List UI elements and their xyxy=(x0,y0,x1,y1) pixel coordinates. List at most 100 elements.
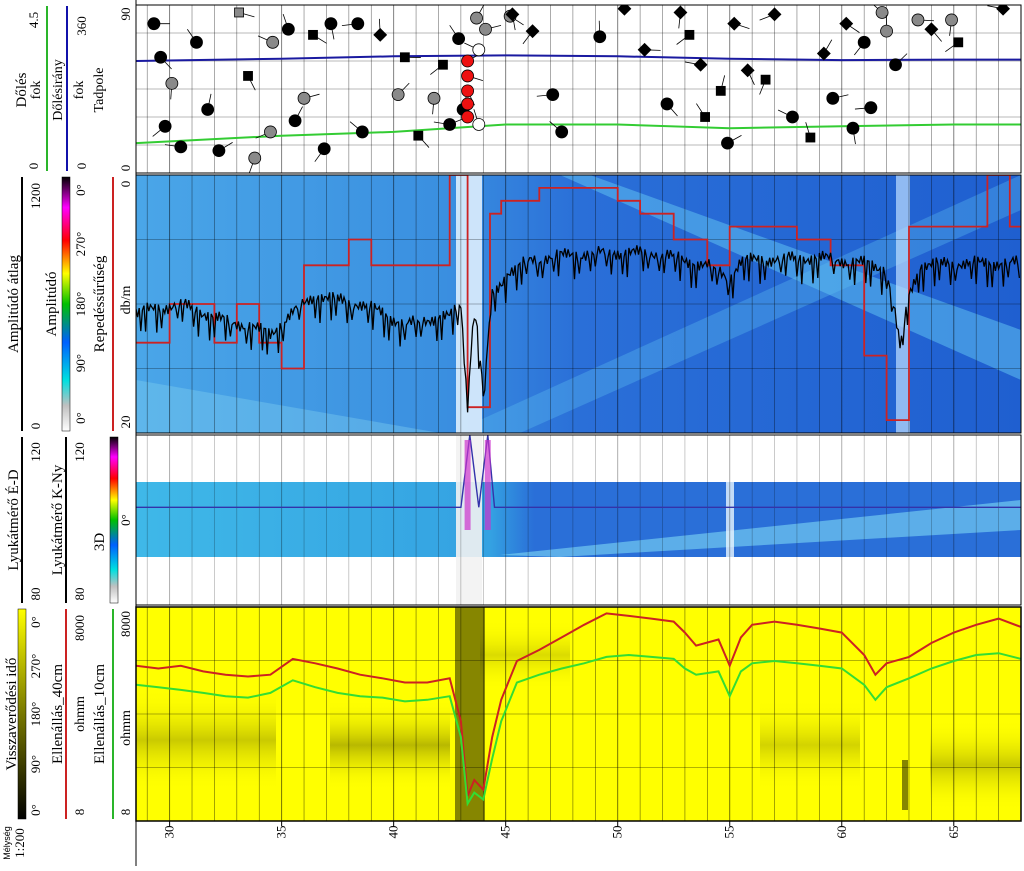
tadpole-marker xyxy=(309,30,318,39)
depth-tick-label: 40 xyxy=(386,826,401,839)
tadpole-marker xyxy=(480,23,492,35)
tadpole-marker xyxy=(298,92,310,104)
depth-tick-label: 65 xyxy=(946,826,961,839)
tadpole-marker xyxy=(716,86,725,95)
reflection-label: Visszaverődési idő xyxy=(4,658,20,771)
resistivity-header: Visszaverődési idő 0° 90° 180° 270° 0° E… xyxy=(4,609,134,819)
depth-tick-label: 30 xyxy=(162,826,177,839)
depth-tick-label: 60 xyxy=(834,826,849,839)
tadpole-marker xyxy=(235,8,244,17)
reflection-colorbar-label-90: 90° xyxy=(28,755,43,773)
tadpole-marker xyxy=(428,92,440,104)
tadpole-marker xyxy=(444,118,456,130)
reflection-colorbar-label-0: 0° xyxy=(28,804,43,816)
tadpole-marker xyxy=(356,126,368,138)
caliper-ew-label: Lyukátmérő K-Ny xyxy=(50,464,66,575)
tadpole-marker xyxy=(954,38,963,47)
tadpole-marker xyxy=(414,131,423,140)
tadpole-marker xyxy=(858,36,870,48)
fracture-density-max-tick: 0 xyxy=(118,181,133,188)
tadpole-marker xyxy=(547,89,559,101)
tadpole-marker xyxy=(282,23,294,35)
depth-tick-label: 55 xyxy=(722,826,737,839)
caliper-3d-colorbar xyxy=(110,437,118,603)
tadpole-header: Dőlés 4.5 0 fok fok Dőlésirány 360 0 Tad… xyxy=(14,6,107,171)
tadpole-label: Tadpole xyxy=(92,68,107,113)
caliper-header: Lyukátmérő É-D 120 80 Lyukátmérő K-Ny 12… xyxy=(5,437,133,603)
caliper-3d-label: 3D xyxy=(92,533,108,552)
dip-min: 0 xyxy=(26,163,41,170)
tadpole-marker xyxy=(155,51,167,63)
res40-label: Ellenállás_40cm xyxy=(50,664,66,764)
tadpole-marker xyxy=(661,98,673,110)
tadpole-marker xyxy=(462,111,474,123)
reflection-colorbar-label-270: 270° xyxy=(28,654,43,679)
caliper-ns-min: 80 xyxy=(28,588,43,601)
tadpole-marker xyxy=(318,143,330,155)
amplitude-colorbar-label-180: 180° xyxy=(73,292,88,317)
tadpole-marker xyxy=(890,59,902,71)
depth-tick-label: 45 xyxy=(498,826,513,839)
tadpole-marker xyxy=(392,89,404,101)
tadpole-marker xyxy=(594,31,606,43)
tadpole-marker xyxy=(786,111,798,123)
tadpole-marker xyxy=(912,14,924,26)
tadpole-marker xyxy=(249,152,261,164)
tadpole-marker xyxy=(946,14,958,26)
tadpole-marker xyxy=(213,145,225,157)
reflection-colorbar-label-180: 180° xyxy=(28,702,43,727)
tadpole-marker xyxy=(267,36,279,48)
tadpole-y-ticks: 90 0 xyxy=(118,8,133,172)
amplitude-colorbar xyxy=(62,177,70,431)
caliper-washout-marker xyxy=(485,440,491,530)
dip-label: Dőlés xyxy=(14,72,30,107)
tadpole-marker xyxy=(148,18,160,30)
tadpole-marker xyxy=(556,126,568,138)
amplitude-mean-max: 1200 xyxy=(28,183,43,209)
amplitude-header: Amplitúdó átlag 1200 0 Amplitúdó 0° 90° … xyxy=(6,177,134,431)
tadpole-marker xyxy=(865,102,877,114)
tadpole-marker xyxy=(325,18,337,30)
res10-max-tick: 8000 xyxy=(118,611,133,637)
amplitude-label: Amplitúdó xyxy=(44,271,60,336)
tadpole-y-tick-max: 90 xyxy=(118,8,133,21)
amplitude-mean-min: 0 xyxy=(28,423,43,430)
tadpole-marker xyxy=(244,71,253,80)
amplitude-colorbar-label-270: 270° xyxy=(73,232,88,257)
tadpole-marker xyxy=(462,85,474,97)
tadpole-marker xyxy=(881,25,893,37)
tadpole-marker xyxy=(462,55,474,67)
amplitude-colorbar-label-0: 0° xyxy=(73,412,88,424)
reflection-colorbar-label-360: 0° xyxy=(28,616,43,628)
tadpole-marker xyxy=(438,60,447,69)
fracture-density-min-tick: 20 xyxy=(118,416,133,429)
tadpole-marker xyxy=(202,104,214,116)
tadpole-marker xyxy=(761,75,770,84)
depth-axis-header: Mélység 1:200 xyxy=(2,826,27,860)
tadpole-marker xyxy=(847,122,859,134)
tadpole-marker xyxy=(701,113,710,122)
res40-unit: ohmm xyxy=(73,696,88,732)
caliper-ns-label: Lyukátmérő É-D xyxy=(5,469,22,570)
tadpole-marker xyxy=(190,36,202,48)
tadpole-y-tick-min: 0 xyxy=(118,165,133,172)
caliper-ew-max: 120 xyxy=(72,442,87,462)
depth-label: Mélység xyxy=(2,826,12,860)
tadpole-marker xyxy=(453,33,465,45)
tadpole-marker xyxy=(175,141,187,153)
depth-tick-label: 50 xyxy=(610,826,625,839)
tadpole-marker xyxy=(166,77,178,89)
tadpole-marker xyxy=(462,70,474,82)
res10-label: Ellenállás_10cm xyxy=(92,664,108,764)
caliper-ew-min: 80 xyxy=(72,588,87,601)
res40-max: 8000 xyxy=(72,615,87,641)
azimuth-unit: fok xyxy=(72,81,87,100)
depth-tick-label: 35 xyxy=(274,826,289,839)
azimuth-label: Dőlésirány xyxy=(51,59,66,120)
tadpole-marker xyxy=(352,18,364,30)
res40-min: 8 xyxy=(72,809,87,816)
depth-axis-ticks: 30 35 40 45 50 55 60 65 xyxy=(162,821,961,839)
tadpole-marker xyxy=(159,120,171,132)
